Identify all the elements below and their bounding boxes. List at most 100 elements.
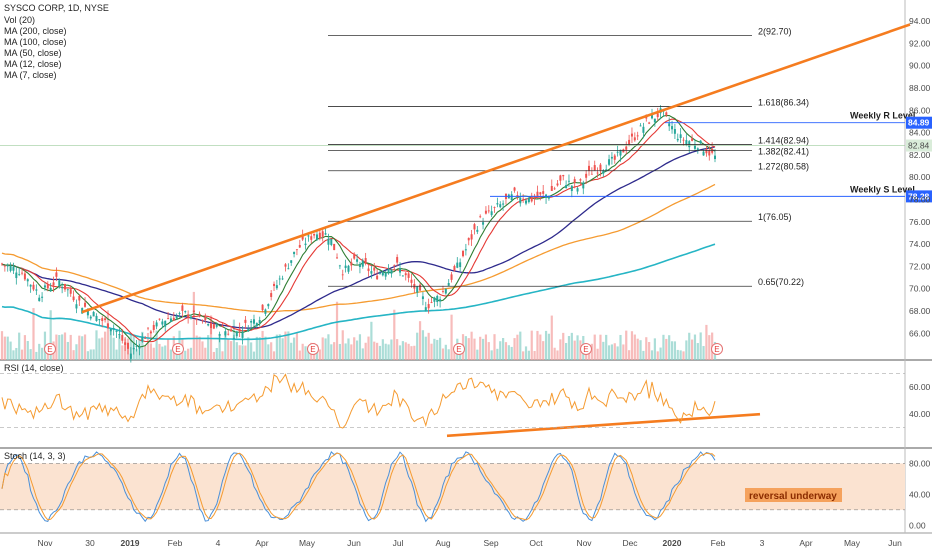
candle-body [92, 311, 95, 317]
candle-body [86, 309, 89, 316]
volume-bar [144, 345, 147, 360]
volume-bar [705, 324, 708, 360]
candle-body [513, 187, 516, 191]
volume-bar [625, 330, 628, 360]
legend-item: MA (50, close) [4, 48, 62, 58]
volume-bar [212, 351, 215, 360]
volume-bar [161, 346, 164, 360]
candle-body [401, 275, 404, 277]
volume-bar [252, 351, 256, 360]
volume-bar [396, 339, 399, 360]
candle-body [189, 316, 192, 319]
volume-bar [164, 345, 167, 360]
volume-bar [149, 343, 152, 360]
volume-bar [155, 330, 158, 360]
volume-bar [83, 334, 87, 360]
candle-body [321, 231, 324, 237]
price-tick-label: 70.00 [909, 284, 931, 294]
volume-bar [407, 343, 410, 360]
volume-bar [510, 346, 513, 360]
volume-bar [685, 340, 688, 360]
volume-bar [536, 330, 539, 360]
volume-bar [441, 348, 445, 360]
rsi-tick-label: 40.00 [909, 409, 931, 419]
candle-body [539, 192, 542, 195]
earnings-marker-text: E [310, 345, 315, 354]
candle-body [66, 289, 69, 291]
volume-bar [444, 344, 447, 360]
candle-body [313, 233, 316, 236]
candle-body [341, 274, 344, 276]
candle-body [567, 180, 570, 182]
fibonacci-levels: 2(92.70) 1.618(86.34) 1.414(82.94)1.382(82… [328, 27, 809, 287]
candle-body [628, 139, 631, 145]
volume-bar [270, 342, 273, 360]
candle-body [241, 331, 244, 338]
volume-bar [656, 351, 659, 360]
volume-bar [493, 334, 496, 360]
volume-bar [464, 336, 467, 360]
volume-bar [361, 348, 364, 360]
candle-body [536, 191, 539, 198]
price-tick-label: 82.00 [909, 150, 931, 160]
candle-body [215, 324, 218, 327]
volume-bar [278, 334, 281, 360]
earnings-marker [711, 343, 723, 355]
time-axis: Nov 30 2019 Feb 4 Apr May Jun Jul Aug Sep Oct Nov Dec… [37, 538, 902, 548]
volume-bar [648, 341, 651, 360]
candle-body [195, 319, 198, 321]
volume-bar [416, 332, 419, 360]
volume-bar [46, 349, 49, 360]
price-tick-label: 76.00 [909, 217, 931, 227]
time-tick-label: 3 [760, 538, 765, 548]
candle-body [284, 264, 287, 267]
candle-body [648, 122, 651, 124]
candle-body [410, 279, 413, 283]
volume-bar [473, 338, 476, 360]
candle-body [381, 272, 384, 276]
volume-bar [287, 331, 290, 360]
weekly-level-badge [906, 190, 932, 203]
candle-body [470, 234, 473, 240]
volume-bar [616, 346, 619, 360]
candle-body [479, 216, 482, 218]
candle-body [184, 311, 187, 313]
volume-bar [129, 333, 132, 360]
volume-bar [35, 351, 38, 360]
candle-body [232, 337, 235, 339]
candle-body [172, 317, 175, 321]
volume-bar [556, 350, 559, 360]
volume-bar [198, 336, 201, 360]
ma-7-line [1, 114, 716, 348]
candle-body [393, 264, 396, 266]
candle-body [252, 319, 255, 324]
candle-body [278, 278, 281, 280]
candle-body [370, 271, 373, 274]
volume-bar [118, 334, 121, 360]
volume-bar [32, 308, 35, 360]
weekly-level-badge [906, 116, 932, 129]
candle-body [608, 159, 611, 165]
volume-bar [630, 331, 634, 360]
volume-bar [121, 345, 124, 360]
time-tick-label: Feb [168, 538, 183, 548]
candle-body [21, 272, 24, 274]
volume-bar [109, 330, 112, 360]
candle-body [427, 304, 430, 309]
candle-body [484, 210, 487, 214]
candle-body [158, 318, 161, 320]
candle-body [178, 313, 181, 314]
candle-body [450, 274, 453, 280]
volume-bar [470, 331, 473, 360]
candle-body [84, 302, 87, 307]
candle-body [642, 126, 645, 133]
volume-bar [95, 330, 98, 360]
stoch-tick-label: 40.00 [909, 489, 931, 499]
candle-body [141, 337, 144, 342]
volume-bar [224, 331, 227, 360]
candle-body [89, 316, 92, 319]
volume-bar [585, 351, 588, 360]
volume-bar [398, 345, 402, 360]
candle-body [207, 323, 210, 326]
